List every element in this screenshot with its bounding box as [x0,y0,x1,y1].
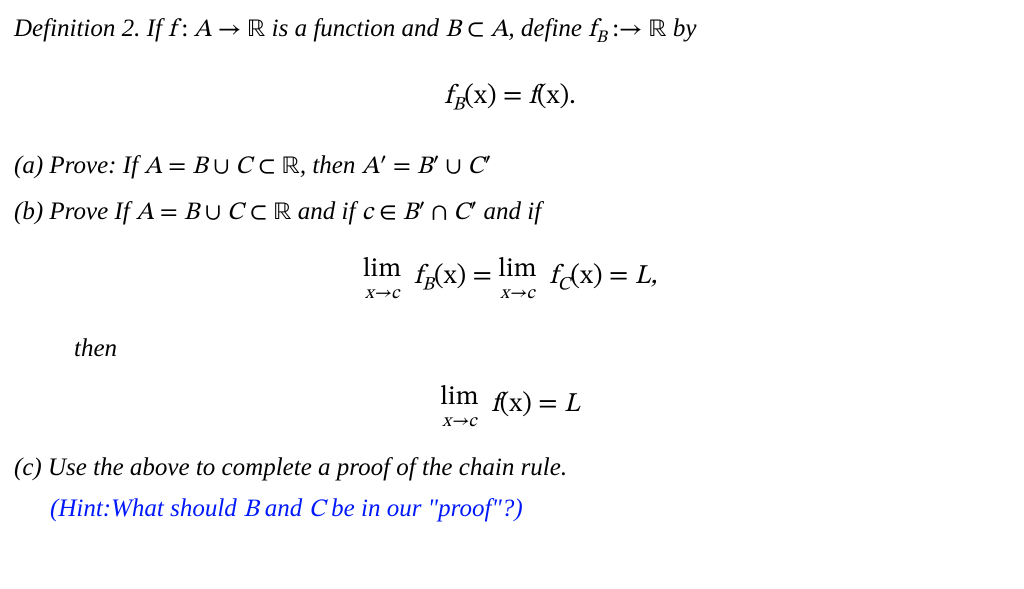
eq1-rf: f [529,83,537,110]
eq1-sub: B [453,97,465,115]
eq2-lim1-bot: x→c [363,285,401,303]
eq2-eq1: = [466,263,498,290]
sym-colon: : [176,17,194,42]
eq3-L: L [564,391,580,418]
eq1-rarg: (x). [537,83,576,110]
b-Bp: B [403,200,418,225]
a-Ap-prime: ′ [380,154,387,179]
b-cap: ∩ [425,200,453,225]
eq3-f: f [491,391,499,418]
a-Cp-prime: ′ [484,154,491,179]
sym-B: B [445,17,460,42]
eq2-eq2: = [603,263,635,290]
a-eq: = [162,154,192,179]
eq2-fB: f [414,263,422,290]
b-subset: ⊂ [244,200,274,225]
sym-f: f [168,17,176,42]
b-and2: and if [477,198,541,225]
sym-R: ℝ [247,17,265,42]
b-B: B [184,200,199,225]
eq3-arg: (x) [500,391,532,418]
a-label: (a) Prove: If [14,152,144,179]
display-eq-1: fB(x) = f(x). [14,74,1006,121]
sym-arrow: → [212,17,247,42]
a-subset: ⊂ [252,154,282,179]
sym-fB: f [588,17,596,42]
hint-body: What should [111,495,243,522]
eq2-lim2: lim x→c [498,256,536,303]
eq2-fC: f [549,263,557,290]
eq2-arg2: (x) [570,263,602,290]
a-then: , then [300,152,362,179]
eq2-arg1: (x) [434,263,466,290]
def-text-2: is a function and [265,15,445,42]
hint-open: (Hint: [50,495,111,522]
hint-and: and [259,495,309,522]
part-c: (c) Use the above to complete a proof of… [14,449,1006,488]
def-text-1: If [147,15,169,42]
eq3-lim-top: lim [440,384,478,411]
then-line: then [14,330,1006,369]
sym-A: A [194,17,212,42]
sym-A2: A [490,17,508,42]
part-b: (b) Prove If A = B ∪ C ⊂ ℝ and if c ∈ B′… [14,193,1006,233]
a-R: ℝ [282,154,300,179]
eq2-lim2-bot: x→c [498,285,536,303]
def-text-3: , define [508,15,588,42]
b-cup: ∪ [199,200,227,225]
eq1-arg: (x) [464,83,496,110]
sym-fB-sub: B [596,30,607,47]
hint-C: C [309,497,332,522]
b-eq: = [154,200,184,225]
a-Ap: A [362,154,380,179]
eq2-fB-sub: B [422,277,434,295]
a-Bp: B [417,154,432,179]
b-A: A [136,200,154,225]
a-B: B [192,154,207,179]
def-text-5: by [667,15,697,42]
c-label: (c) Use the above to complete a proof of… [14,454,567,481]
hint-B: B [243,497,258,522]
then-text: then [74,335,117,362]
eq3-lim: lim x→c [440,384,478,431]
eq2-lim1: lim x→c [363,256,401,303]
eq2-fC-sub: C [558,277,571,295]
eq2-lim2-top: lim [498,256,536,283]
display-eq-3: lim x→c f(x) = L [14,382,1006,431]
eq3-lim-bot: x→c [440,413,478,431]
math-document: Definition 2. If f : A → ℝ is a function… [0,0,1024,546]
a-Cp: C [467,154,484,179]
a-A: A [144,154,162,179]
b-label: (b) Prove If [14,198,136,225]
eq2-lim1-top: lim [363,256,401,283]
a-eq2: = [387,154,417,179]
definition-label: Definition 2. [14,15,140,42]
sym-subset: ⊂ [461,17,491,42]
eq2-L: L, [635,263,657,290]
b-C: C [227,200,244,225]
b-R: ℝ [273,200,291,225]
sym-colon-arrow: :→ [607,17,649,42]
definition-line: Definition 2. If f : A → ℝ is a function… [14,10,1006,52]
b-in: ∈ [373,200,403,225]
hint-tail: be in our "proof"?) [331,495,523,522]
eq3-eq: = [532,391,564,418]
a-Bp-prime: ′ [432,154,439,179]
a-C: C [235,154,252,179]
b-c: c [362,200,373,225]
b-and1: and if [292,198,362,225]
eq1-f: f [444,83,452,110]
eq1-eq: = [496,83,528,110]
part-a: (a) Prove: If A = B ∪ C ⊂ ℝ, then A′ = B… [14,147,1006,187]
sym-R2: ℝ [648,17,666,42]
b-Cp: C [453,200,470,225]
display-eq-2: lim x→c fB(x) = lim x→c fC(x) = L, [14,254,1006,303]
a-cup: ∪ [207,154,235,179]
part-c-hint: (Hint:What should B and C be in our "pro… [14,490,1006,530]
a-cup2: ∪ [440,154,468,179]
